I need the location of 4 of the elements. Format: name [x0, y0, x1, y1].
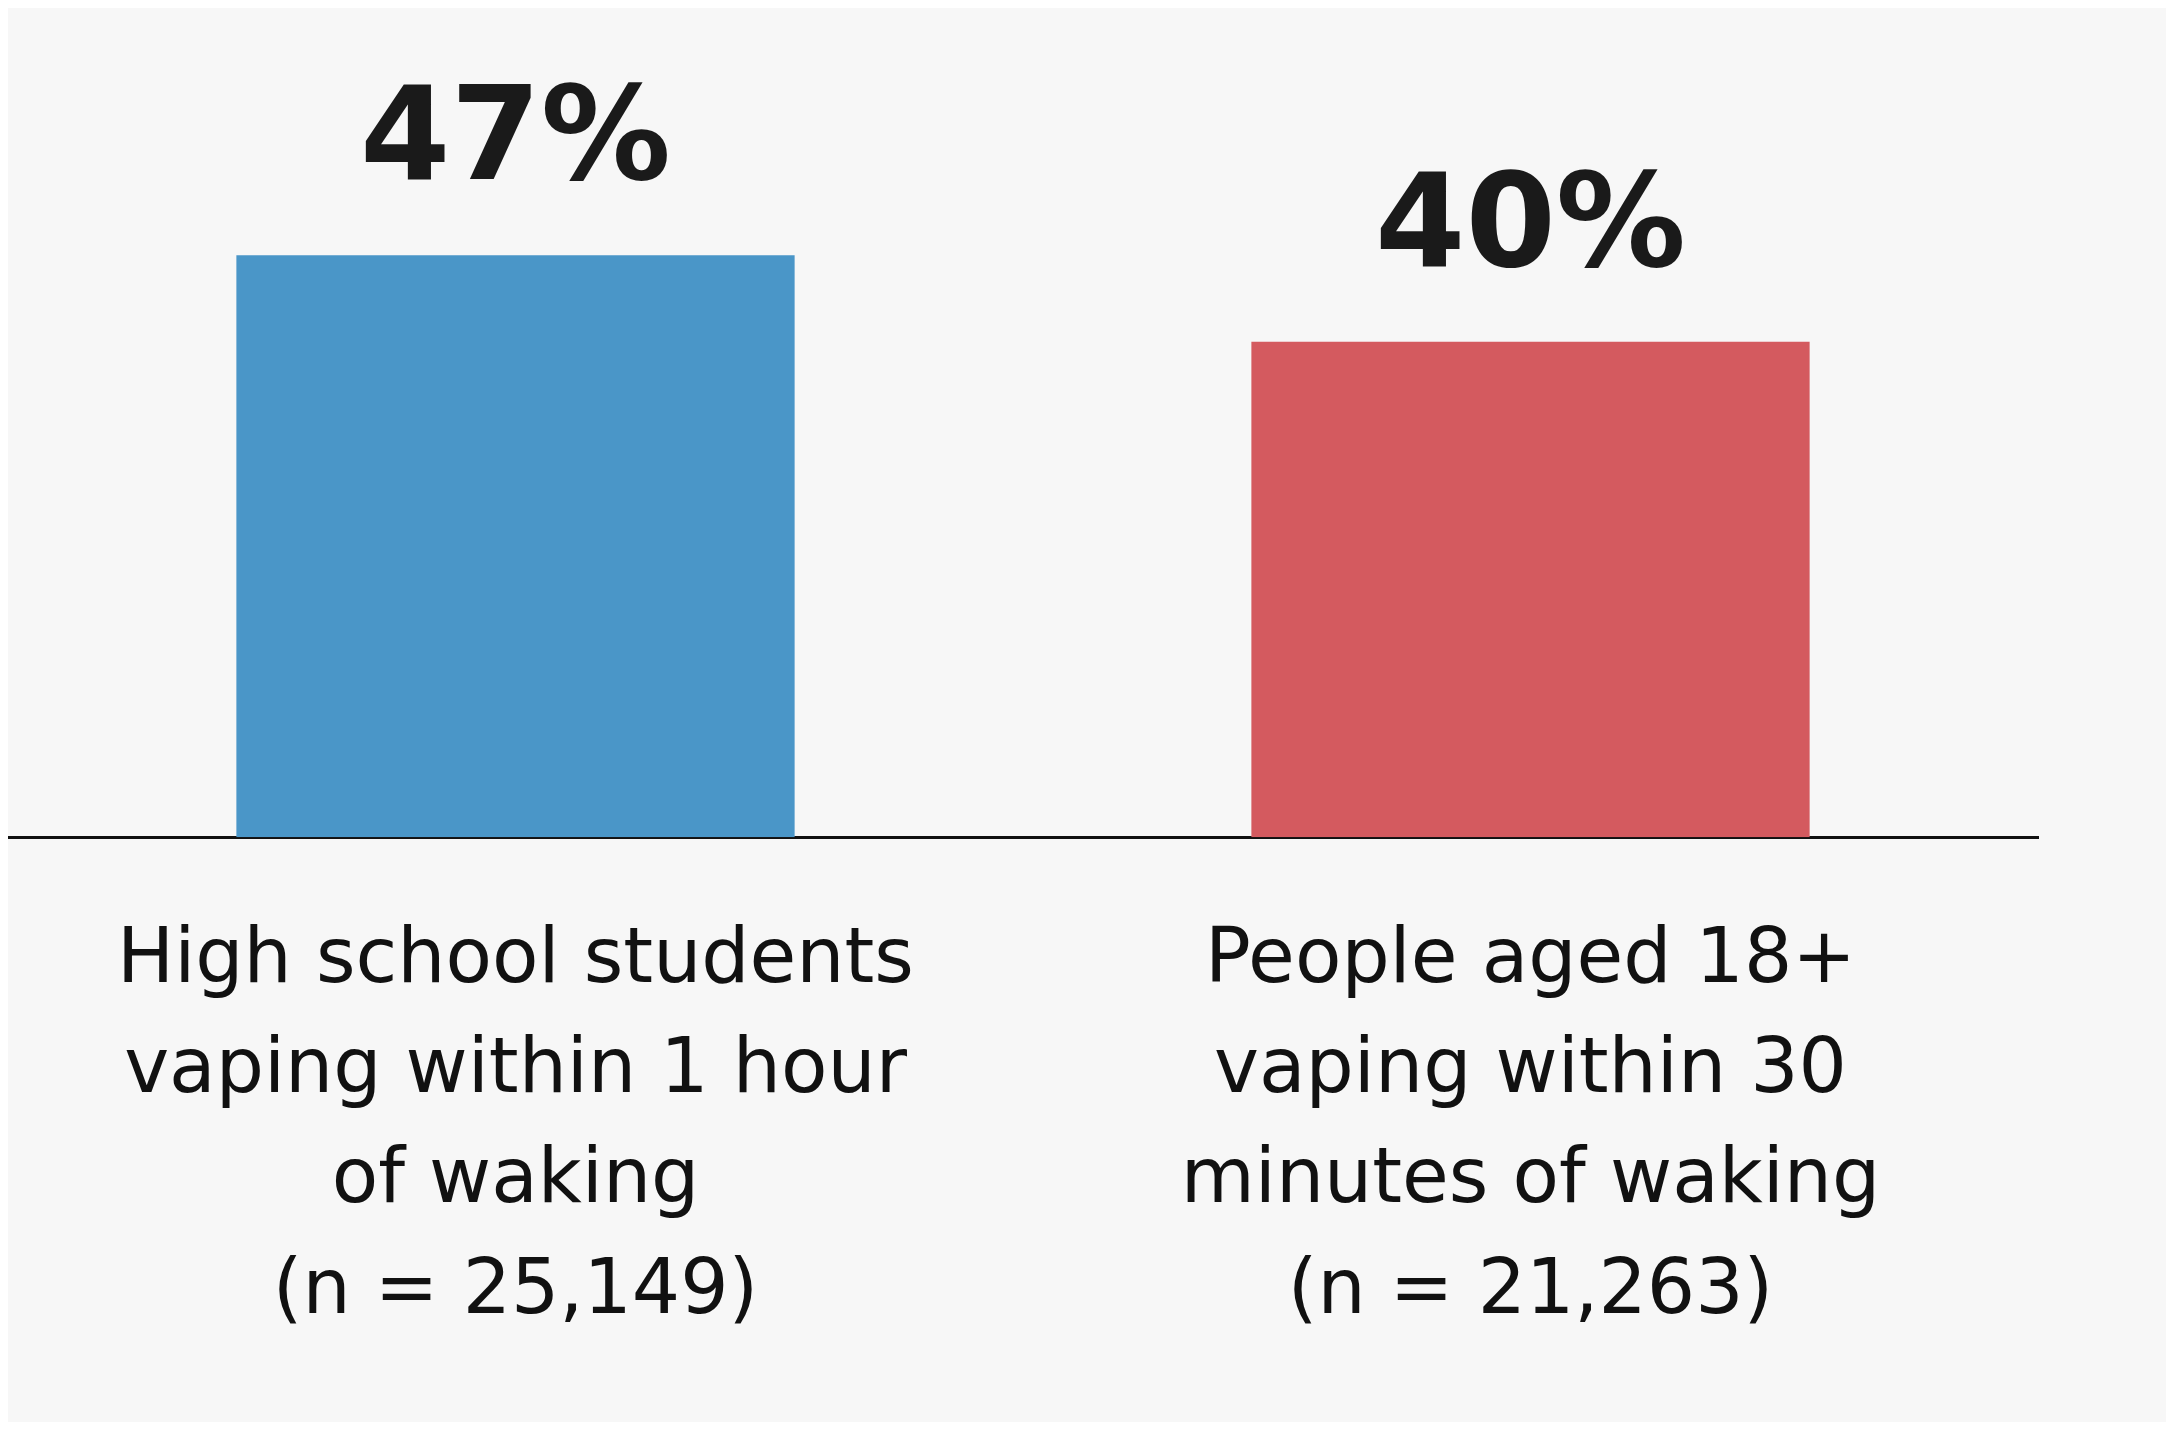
data-label: 40% [1374, 144, 1687, 297]
x-tick-label: High school students vaping within 1 hour of waking (n = 25,149) [117, 911, 914, 1331]
x-tick-label: People aged 18+ vaping within 30 minutes of waking (n = 21,263) [1180, 911, 1881, 1331]
data-label: 47% [359, 57, 672, 210]
